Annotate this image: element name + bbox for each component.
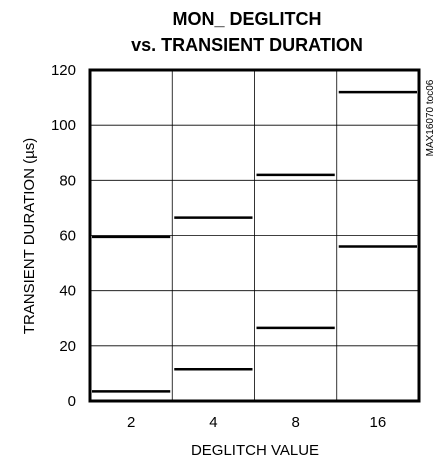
y-tick-label: 100	[51, 117, 76, 134]
x-tick-label: 8	[291, 414, 299, 431]
y-tick-label: 80	[59, 172, 76, 189]
y-tick-label: 40	[59, 283, 76, 300]
y-tick-label: 60	[59, 228, 76, 245]
y-tick-labels: 0 20 40 60 80 100 120	[51, 62, 76, 410]
x-tick-labels: 2 4 8 16	[127, 414, 386, 431]
y-tick-label: 120	[51, 62, 76, 79]
x-tick-label: 2	[127, 414, 135, 431]
x-tick-label: 16	[370, 414, 387, 431]
chart-title-line1: MON_ DEGLITCH	[172, 9, 321, 29]
chart-title-line2: vs. TRANSIENT DURATION	[131, 35, 363, 55]
x-tick-label: 4	[209, 414, 217, 431]
plot-frame	[88, 68, 421, 403]
y-axis-label: TRANSIENT DURATION (µs)	[21, 138, 38, 334]
grid	[90, 70, 419, 401]
x-axis-label: DEGLITCH VALUE	[191, 442, 319, 459]
data-marks	[92, 90, 417, 393]
y-tick-label: 20	[59, 338, 76, 355]
y-tick-label: 0	[68, 393, 76, 410]
figure-code: MAX16070 toc06	[425, 79, 436, 156]
